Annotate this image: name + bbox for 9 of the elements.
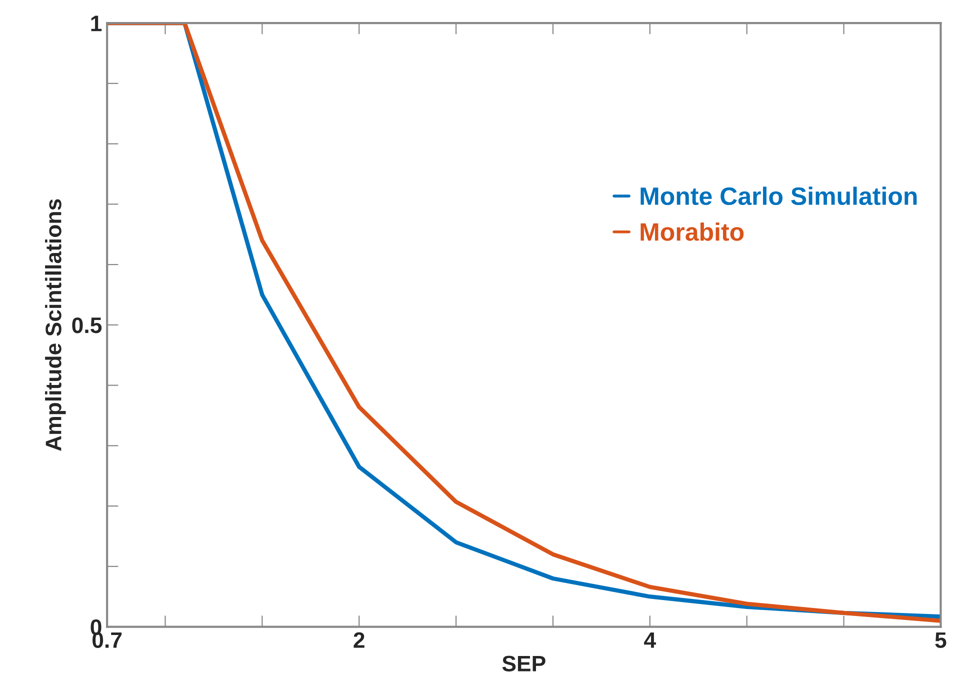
- x-tick-label: 4: [644, 632, 656, 648]
- legend-label: Monte Carlo Simulation: [640, 186, 917, 206]
- y-axis-title: Amplitude Scintillations: [45, 199, 66, 451]
- y-tick-label: 0.5: [72, 317, 102, 334]
- x-axis-title: SEP: [502, 656, 546, 672]
- legend-label: Morabito: [640, 222, 744, 241]
- y-tick-label: 1: [91, 16, 102, 32]
- x-tick-label: 5: [935, 632, 946, 648]
- x-tick-label: 2: [354, 632, 364, 648]
